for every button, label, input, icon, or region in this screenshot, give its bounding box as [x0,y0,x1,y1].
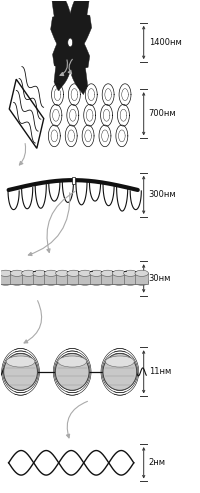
Ellipse shape [55,280,69,285]
Ellipse shape [58,356,87,367]
Ellipse shape [112,270,126,277]
Ellipse shape [56,270,69,277]
Ellipse shape [5,371,36,384]
Text: 700нм: 700нм [149,109,176,118]
Ellipse shape [101,280,115,285]
Polygon shape [44,273,58,283]
Polygon shape [54,38,73,91]
Text: 1400нм: 1400нм [149,38,181,47]
Ellipse shape [22,270,35,277]
Ellipse shape [57,371,87,384]
Ellipse shape [33,280,47,285]
Polygon shape [69,14,92,49]
Ellipse shape [124,270,137,277]
Polygon shape [0,273,12,283]
Polygon shape [67,0,90,47]
Ellipse shape [10,270,24,277]
Ellipse shape [10,280,24,285]
Polygon shape [51,0,73,47]
Ellipse shape [0,270,12,277]
Polygon shape [78,273,92,283]
Ellipse shape [44,280,58,285]
Ellipse shape [44,270,58,277]
Ellipse shape [33,270,46,277]
Polygon shape [51,16,71,50]
Polygon shape [69,36,90,68]
Polygon shape [56,273,69,283]
Polygon shape [22,273,35,283]
Ellipse shape [112,280,126,285]
Polygon shape [10,273,24,283]
Polygon shape [72,176,75,183]
Ellipse shape [55,353,89,390]
Ellipse shape [0,280,13,285]
Polygon shape [135,273,148,283]
Ellipse shape [101,270,114,277]
Ellipse shape [68,38,73,47]
Ellipse shape [78,280,92,285]
Ellipse shape [6,356,35,367]
Polygon shape [53,36,71,67]
Ellipse shape [90,270,103,277]
Ellipse shape [135,280,149,285]
Ellipse shape [123,280,137,285]
Ellipse shape [67,270,80,277]
Polygon shape [90,273,103,283]
Ellipse shape [135,270,148,277]
Polygon shape [33,273,46,283]
Text: 300нм: 300нм [149,190,176,199]
Ellipse shape [67,280,81,285]
Polygon shape [67,273,80,283]
Polygon shape [67,38,88,95]
Ellipse shape [89,280,103,285]
Text: 2нм: 2нм [149,458,166,467]
Ellipse shape [103,353,137,390]
Text: 11нм: 11нм [149,367,171,376]
Polygon shape [101,273,114,283]
Ellipse shape [106,356,134,367]
Ellipse shape [4,353,37,390]
Ellipse shape [78,270,92,277]
Polygon shape [124,273,137,283]
Text: 30нм: 30нм [149,274,171,283]
Ellipse shape [105,371,135,384]
Ellipse shape [21,280,35,285]
Polygon shape [112,273,126,283]
